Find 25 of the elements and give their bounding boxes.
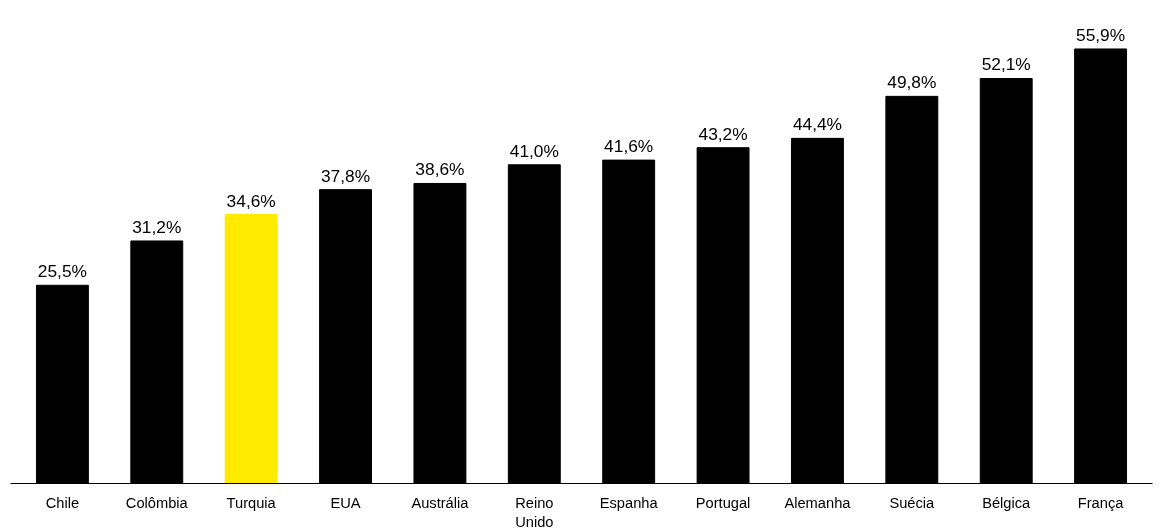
bar [224,214,278,484]
x-tick-label: França [1077,494,1125,511]
data-label: 43,2% [698,123,748,144]
data-label: 25,5% [37,261,87,282]
x-tick-label: Suécia [889,494,936,511]
x-tick-label: Bélgica [982,494,1032,511]
data-label: 41,0% [509,140,559,161]
x-tick-label: Reino Unido [515,494,554,530]
x-tick-label: Austrália [411,494,470,511]
data-label: 55,9% [1076,24,1126,45]
data-label: 41,6% [604,136,654,157]
data-label: 34,6% [226,190,276,211]
data-label: 44,4% [792,114,843,135]
data-label: 52,1% [981,54,1031,75]
x-tick-label: Espanha [599,494,659,511]
x-tick-label: Colômbia [125,494,189,511]
data-label: 37,8% [320,165,371,186]
x-tick-label: Chile [45,494,80,511]
x-tick-label: Turquia [226,494,277,511]
x-tick-label: Portugal [695,494,751,511]
x-tick-label: Alemanha [784,494,852,511]
data-label: 38,6% [415,159,465,180]
x-tick-label: EUA [330,494,361,511]
data-label: 31,2% [132,216,182,237]
data-label: 49,8% [887,72,937,93]
